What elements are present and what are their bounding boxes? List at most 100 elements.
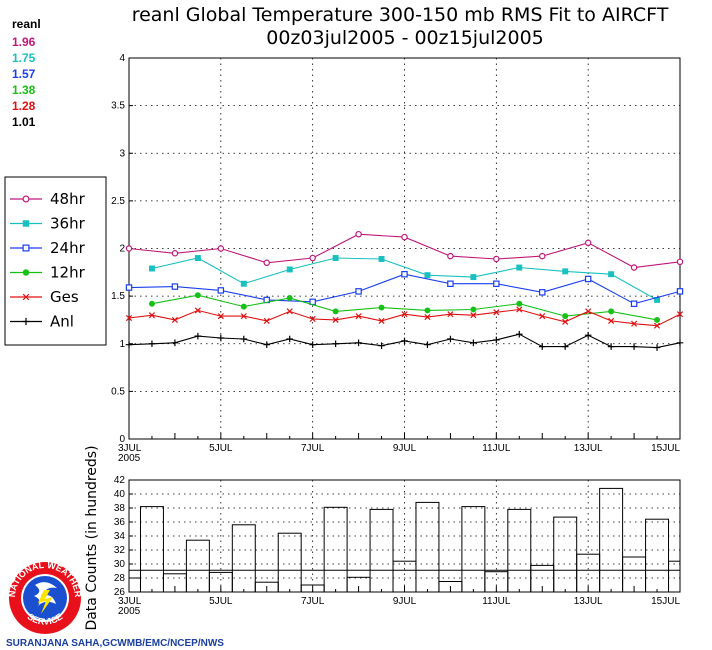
data-point-Anl	[355, 339, 362, 347]
data-point-Anl	[217, 334, 225, 342]
data-point-Anl	[286, 335, 294, 343]
count-ytick-label: 38	[114, 503, 126, 514]
sidebar-value: 1.57	[12, 67, 36, 81]
main-series	[125, 230, 684, 351]
data-point-Ges	[125, 314, 133, 322]
data-point-48hr	[584, 239, 592, 247]
main-plot: 0 0.5 1 1.5 2 2.5 3 3.5 4 3JUL 5JUL 7JUL 9JUL 11JUL 13…	[111, 53, 684, 464]
data-point-48hr	[125, 245, 133, 252]
data-point-12hr	[148, 300, 155, 307]
count-xtick-label: 11JUL	[482, 596, 511, 607]
data-point-Ges	[516, 306, 523, 313]
nws-logo: NATIONAL WEATHER SERVICE	[7, 560, 83, 634]
legend-marker-Ges	[22, 293, 30, 301]
data-point-12hr	[378, 304, 385, 311]
main-xtick-label: 15JUL	[651, 443, 680, 454]
data-point-12hr	[562, 313, 569, 320]
data-point-Ges	[355, 313, 362, 320]
main-ytick-label: 3.5	[111, 101, 125, 112]
count-xtick-label: 3JUL	[118, 596, 142, 607]
data-point-Anl	[447, 335, 454, 343]
main-xtick-label: 11JUL	[482, 443, 511, 454]
count-bar	[599, 487, 624, 593]
main-xtick-label: 13JUL	[574, 443, 603, 454]
data-point-Anl	[515, 330, 523, 338]
data-point-24hr	[584, 275, 592, 283]
data-point-Anl	[194, 332, 202, 340]
data-point-Anl	[676, 339, 684, 347]
data-point-12hr	[608, 308, 615, 315]
data-point-Anl	[148, 340, 156, 348]
data-point-48hr	[355, 230, 362, 238]
data-point-Ges	[378, 317, 385, 324]
legend-marker-36hr	[22, 220, 30, 227]
legend-marker-24hr	[22, 244, 30, 252]
main-ytick-label: 4	[119, 53, 125, 64]
main-xtick-label: 9JUL	[393, 443, 417, 454]
data-point-24hr	[630, 300, 638, 307]
count-bar	[668, 560, 681, 593]
main-ytick-label: 1	[119, 339, 125, 350]
legend-box	[4, 176, 107, 346]
data-point-Anl	[470, 339, 477, 347]
main-ytick-label: 3	[119, 148, 125, 159]
data-point-Ges	[332, 316, 339, 324]
data-point-Ges	[608, 317, 615, 324]
sidebar-value: 1.38	[12, 83, 36, 97]
main-xtick-label: 7JUL	[301, 443, 325, 454]
data-point-Anl	[125, 341, 133, 349]
main-ytick-label: 1.5	[111, 291, 125, 302]
data-point-Ges	[309, 315, 316, 323]
count-ylabel: Data Counts (in hundreds)	[84, 445, 100, 630]
data-point-12hr	[194, 292, 201, 299]
series-Ges	[125, 306, 684, 329]
count-bar	[277, 532, 302, 593]
data-point-Ges	[585, 308, 592, 315]
data-point-36hr	[470, 274, 477, 281]
data-point-Ges	[539, 313, 546, 320]
data-point-Ges	[171, 316, 178, 324]
data-point-36hr	[286, 266, 293, 273]
main-axes: 0 0.5 1 1.5 2 2.5 3 3.5 4 3JUL 5JUL 7JUL 9JUL 11JUL 13…	[111, 53, 681, 464]
data-point-Ges	[447, 311, 454, 318]
data-point-12hr	[516, 300, 523, 307]
count-ytick-label: 32	[114, 545, 126, 556]
main-xtick-label: 3JUL	[118, 443, 142, 454]
main-ytick-label: 2	[119, 244, 125, 255]
series-line-36hr	[151, 257, 658, 301]
series-48hr	[125, 230, 684, 271]
data-point-Anl	[607, 343, 615, 350]
data-point-24hr	[539, 289, 546, 296]
legend-items: 48hr 36hr 24hr 12hr Ges Anl	[10, 190, 86, 331]
data-point-24hr	[217, 287, 225, 294]
sidebar-values: 1.96 1.75 1.57 1.38 1.28 1.01	[12, 35, 36, 129]
data-point-Ges	[286, 308, 293, 315]
data-point-Ges	[263, 317, 270, 324]
data-point-Anl	[240, 335, 248, 343]
count-bars	[128, 487, 681, 593]
data-point-Anl	[263, 341, 271, 349]
data-point-Ges	[653, 322, 661, 329]
count-bar	[415, 501, 440, 593]
data-point-48hr	[447, 252, 454, 260]
sidebar-value: 1.28	[12, 99, 36, 113]
data-point-12hr	[240, 303, 247, 310]
logo-text-bottom: SERVICE	[26, 611, 65, 626]
data-point-Anl	[493, 336, 500, 344]
main-grid	[129, 58, 680, 439]
data-point-Ges	[401, 311, 408, 318]
count-bar	[231, 524, 256, 593]
data-point-Ges	[424, 314, 431, 321]
data-point-12hr	[654, 316, 661, 323]
count-bar	[185, 539, 210, 593]
data-point-Anl	[653, 344, 661, 351]
count-ytick-label: 40	[114, 489, 126, 500]
count-bar	[128, 577, 141, 593]
legend-label-Anl: Anl	[50, 313, 74, 331]
data-point-24hr	[493, 280, 500, 287]
data-point-36hr	[148, 265, 155, 272]
data-point-Ges	[194, 307, 201, 314]
data-point-36hr	[608, 271, 615, 278]
data-point-Anl	[401, 337, 408, 345]
data-point-24hr	[171, 283, 179, 290]
